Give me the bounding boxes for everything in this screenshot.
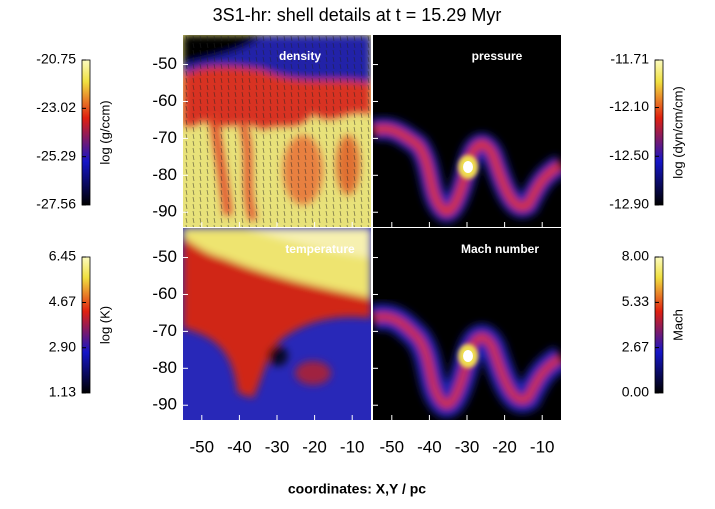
y-tick-label: -60 bbox=[152, 91, 177, 110]
panel-label: density bbox=[279, 49, 321, 63]
colorbar bbox=[81, 59, 91, 206]
colorbar-tick-label: -25.29 bbox=[36, 147, 76, 163]
y-tick-label: -90 bbox=[152, 202, 177, 221]
colorbar-tick-label: 8.00 bbox=[622, 248, 649, 264]
x-tick-label: -40 bbox=[417, 437, 442, 456]
colorbar-label: Mach bbox=[670, 309, 685, 341]
y-tick-label: -90 bbox=[152, 395, 177, 414]
colorbar-tick-label: 6.45 bbox=[49, 248, 76, 264]
colorbar-label: log (K) bbox=[97, 306, 112, 344]
x-tick-label: -40 bbox=[227, 437, 252, 456]
colorbar bbox=[654, 256, 664, 394]
colorbar-label: log (g/ccm) bbox=[97, 100, 112, 164]
colorbar-tick-label: 0.00 bbox=[622, 384, 649, 400]
x-tick-label: -20 bbox=[302, 437, 327, 456]
colorbar-tick-label: 4.67 bbox=[49, 293, 76, 309]
colorbar-tick-label: -12.50 bbox=[609, 147, 649, 163]
colorbar-tick-label: 2.67 bbox=[622, 338, 649, 354]
y-tick-label: -70 bbox=[152, 128, 177, 147]
y-tick-label: -70 bbox=[152, 321, 177, 340]
x-tick-label: -30 bbox=[455, 437, 480, 456]
colorbar-tick-label: 2.90 bbox=[49, 338, 76, 354]
x-tick-label: -50 bbox=[380, 437, 405, 456]
x-tick-label: -10 bbox=[530, 437, 555, 456]
colorbar-tick-label: 1.13 bbox=[49, 384, 76, 400]
temperature-field bbox=[183, 228, 371, 420]
colorbar-tick-label: -12.90 bbox=[609, 196, 649, 212]
colorbar-tick-label: -20.75 bbox=[36, 51, 76, 67]
panel-label: temperature bbox=[285, 242, 355, 256]
panel-label: Mach number bbox=[461, 242, 539, 256]
x-axis-label: coordinates: X,Y / pc bbox=[288, 481, 426, 497]
colorbar-tick-label: 5.33 bbox=[622, 293, 649, 309]
x-tick-label: -10 bbox=[340, 437, 365, 456]
colorbar-label: log (dyn/cm/cm) bbox=[670, 86, 685, 178]
y-tick-label: -80 bbox=[152, 358, 177, 377]
colorbar bbox=[654, 59, 664, 206]
panel-label: pressure bbox=[472, 49, 523, 63]
colorbar-tick-label: -12.10 bbox=[609, 98, 649, 114]
x-tick-label: -50 bbox=[190, 437, 215, 456]
colorbar-tick-label: -27.56 bbox=[36, 196, 76, 212]
pressure-field bbox=[373, 35, 561, 227]
x-tick-label: -30 bbox=[265, 437, 290, 456]
y-tick-label: -80 bbox=[152, 165, 177, 184]
title: 3S1-hr: shell details at t = 15.29 Myr bbox=[213, 5, 502, 25]
colorbar-tick-label: -11.71 bbox=[610, 51, 649, 67]
x-tick-label: -20 bbox=[492, 437, 517, 456]
y-tick-label: -60 bbox=[152, 284, 177, 303]
density-field bbox=[183, 35, 371, 227]
mach-field bbox=[373, 228, 561, 420]
colorbar-tick-label: -23.02 bbox=[36, 99, 76, 115]
colorbar bbox=[81, 256, 91, 394]
y-tick-label: -50 bbox=[152, 54, 177, 73]
y-tick-label: -50 bbox=[152, 247, 177, 266]
